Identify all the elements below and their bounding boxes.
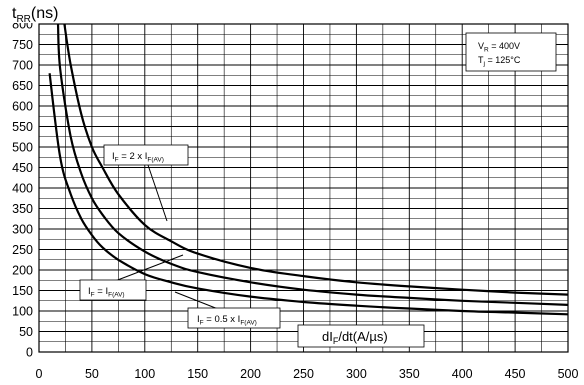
- y-tick-label: 100: [12, 305, 33, 319]
- series-label-pointer-1: [147, 164, 168, 222]
- y-axis-label: tRR(ns): [12, 5, 58, 25]
- y-tick-label: 450: [12, 161, 33, 175]
- y-tick-label: 300: [12, 223, 33, 237]
- y-tick-label: 600: [12, 100, 33, 114]
- conditions-box: [465, 32, 557, 72]
- y-tick-label: 750: [12, 38, 33, 52]
- y-tick-label: 650: [12, 79, 33, 93]
- x-axis-label: dIF/dt(A/µs): [322, 329, 388, 346]
- series-line-3: [48, 73, 569, 316]
- series-label-pointer-2: [114, 254, 184, 282]
- series-layer: [48, 23, 569, 316]
- series-label-3: IF = 0.5 x IF(AV): [197, 314, 257, 327]
- x-tick-label: 200: [240, 367, 261, 381]
- x-tick-label: 450: [505, 367, 526, 381]
- series-label-1: IF = 2 x IF(AV): [112, 151, 164, 164]
- y-tick-label: 250: [12, 243, 33, 257]
- x-axis-label-box: [297, 324, 425, 348]
- series-label-pointer-3: [174, 291, 219, 310]
- x-tick-label: 250: [293, 367, 314, 381]
- condition-vr: VR = 400V: [478, 41, 520, 54]
- x-tick-label: 350: [399, 367, 420, 381]
- y-tick-label: 150: [12, 284, 33, 298]
- x-tick-label: 50: [85, 367, 99, 381]
- y-tick-label: 400: [12, 182, 33, 196]
- series-line-2: [56, 23, 569, 306]
- plot-frame: [38, 23, 569, 353]
- series-label-box-1: [103, 144, 189, 166]
- x-tick-label: 100: [134, 367, 155, 381]
- y-tick-label: 700: [12, 59, 33, 73]
- series-label-box-2: [79, 279, 147, 301]
- series-label-2: IF = IF(AV): [88, 286, 125, 299]
- x-tick-label: 0: [36, 367, 43, 381]
- x-tick-label: 300: [346, 367, 367, 381]
- series-line-1: [63, 23, 569, 296]
- x-tick-label: 400: [452, 367, 473, 381]
- condition-tj: Tj = 125°C: [478, 55, 521, 68]
- y-tick-label: 200: [12, 264, 33, 278]
- y-tick-label: 50: [19, 325, 33, 339]
- y-axis-label-bg: [8, 2, 70, 23]
- series-label-box-3: [187, 307, 281, 329]
- y-tick-label: 500: [12, 141, 33, 155]
- x-tick-label: 500: [558, 367, 579, 381]
- y-tick-label: 550: [12, 120, 33, 134]
- y-tick-label: 0: [26, 346, 33, 360]
- y-tick-label: 350: [12, 202, 33, 216]
- x-tick-label: 150: [187, 367, 208, 381]
